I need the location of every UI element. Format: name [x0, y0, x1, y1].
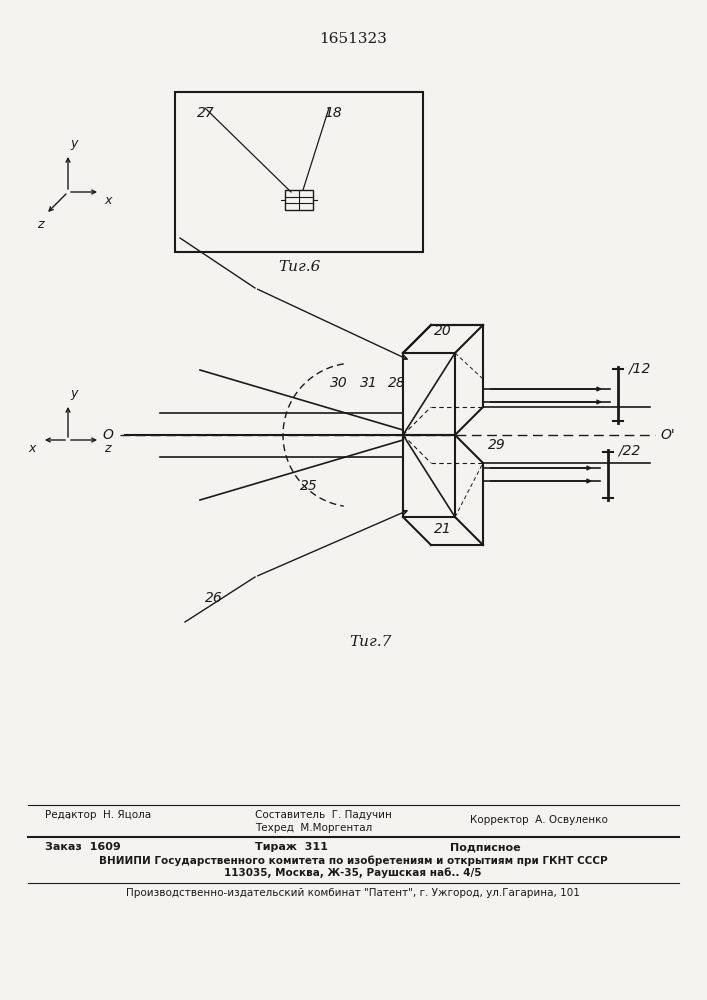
Text: 18: 18	[324, 106, 341, 120]
Bar	[285, 190, 313, 210]
Bar	[175, 92, 423, 252]
Text: /12: /12	[628, 362, 650, 376]
Text: Составитель  Г. Падучин: Составитель Г. Падучин	[255, 810, 392, 820]
Text: 30: 30	[330, 376, 348, 390]
Text: x: x	[104, 194, 112, 207]
Text: ,: ,	[45, 810, 71, 820]
Text: z: z	[104, 442, 110, 455]
Text: 28: 28	[388, 376, 406, 390]
Text: O': O'	[660, 428, 674, 442]
Text: 31: 31	[360, 376, 378, 390]
Text: z: z	[37, 218, 43, 231]
Text: 21: 21	[434, 522, 452, 536]
Text: Заказ  1609: Заказ 1609	[45, 842, 121, 852]
Text: Подписное: Подписное	[450, 842, 520, 852]
Text: Редактор  Н. Яцола: Редактор Н. Яцола	[45, 810, 151, 820]
Text: Τиг.7: Τиг.7	[349, 635, 391, 649]
Text: 113035, Москва, Ж-35, Раушская наб.. 4/5: 113035, Москва, Ж-35, Раушская наб.. 4/5	[224, 868, 481, 879]
Text: /22: /22	[618, 444, 641, 458]
Text: 26: 26	[205, 591, 223, 605]
Text: 1651323: 1651323	[319, 32, 387, 46]
Text: Τиг.6: Τиг.6	[278, 260, 320, 274]
Text: Техред  М.Моргентал: Техред М.Моргентал	[255, 823, 373, 833]
Text: 27: 27	[197, 106, 215, 120]
Text: Производственно-издательский комбинат "Патент", г. Ужгород, ул.Гагарина, 101: Производственно-издательский комбинат "П…	[126, 888, 580, 898]
Text: O: O	[102, 428, 113, 442]
Text: Тираж  311: Тираж 311	[255, 842, 328, 852]
Text: Корректор  А. Освуленко: Корректор А. Освуленко	[470, 815, 608, 825]
Text: x: x	[28, 442, 36, 455]
Text: ВНИИПИ Государственного комитета по изобретениям и открытиям при ГКНТ СССР: ВНИИПИ Государственного комитета по изоб…	[99, 856, 607, 866]
Text: 20: 20	[434, 324, 452, 338]
Text: y: y	[70, 137, 77, 150]
Text: 29: 29	[488, 438, 506, 452]
Text: y: y	[70, 387, 77, 400]
Text: 25: 25	[300, 479, 317, 493]
